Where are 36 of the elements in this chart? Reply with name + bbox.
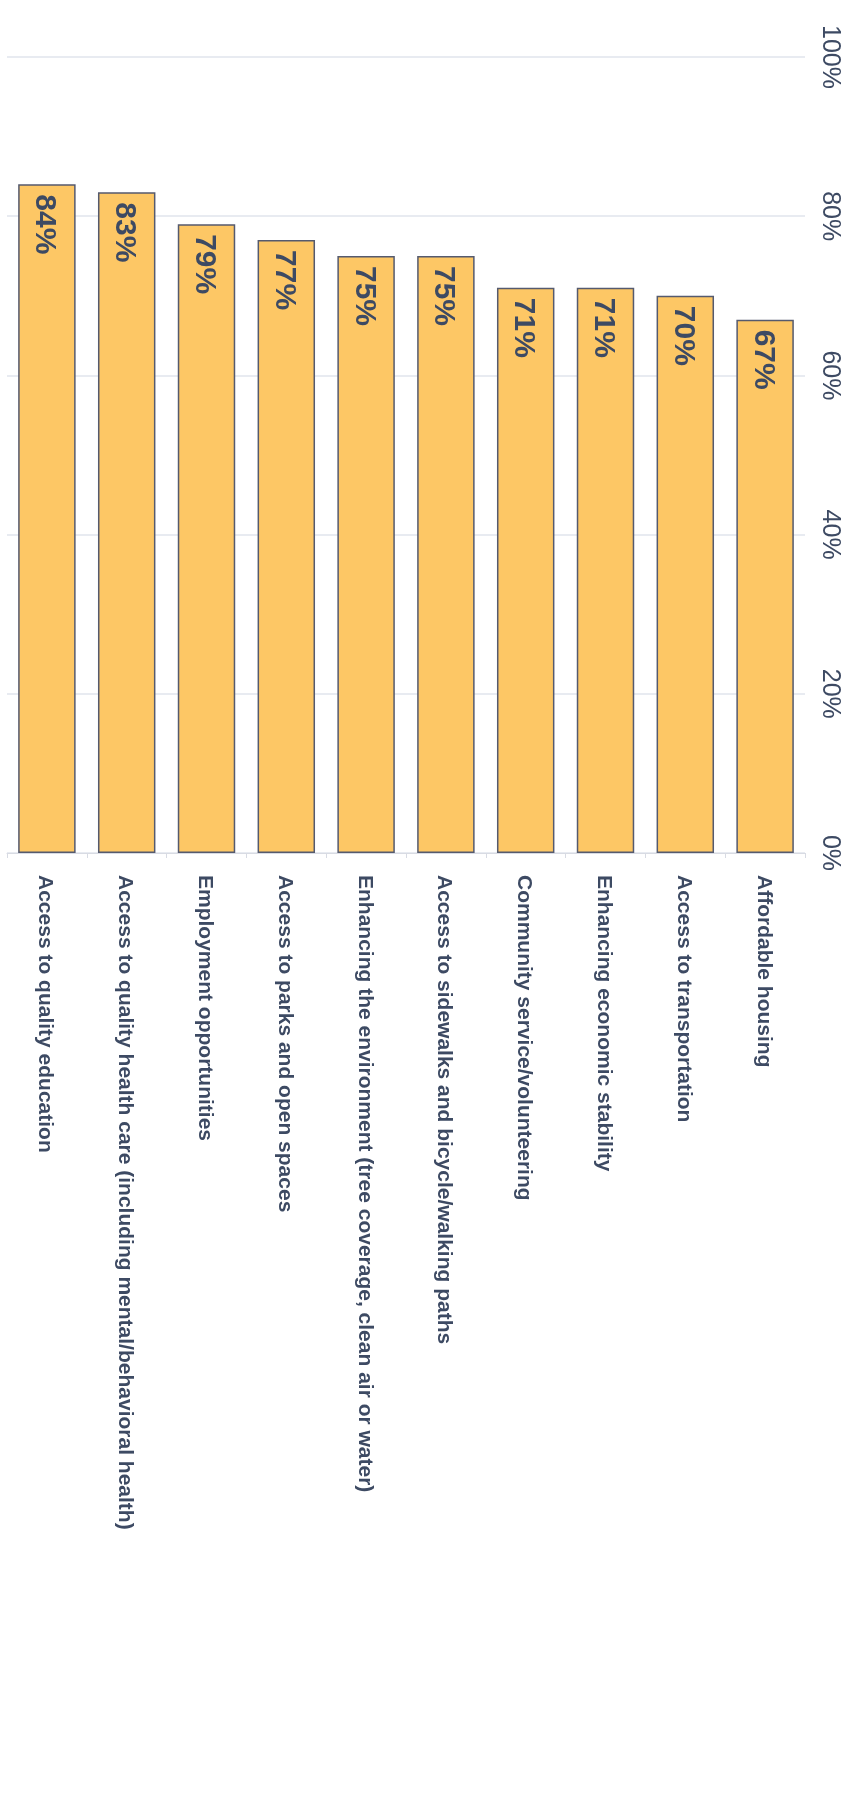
x-tick-label: Enhancing the environment (tree coverage, clean air or water) — [354, 875, 378, 1493]
bar — [656, 295, 715, 853]
data-label: 75% — [349, 266, 383, 327]
bar — [736, 319, 794, 853]
data-label: 79% — [190, 234, 223, 295]
bar — [576, 287, 635, 853]
data-label: 84% — [30, 194, 64, 255]
y-tick-label: 60% — [817, 350, 846, 401]
bar — [97, 192, 156, 853]
x-tick-label: Access to parks and open spaces — [274, 875, 298, 1213]
x-tick-label: Enhancing economic stability — [594, 875, 617, 1172]
data-label: 71% — [509, 297, 543, 358]
x-tick-label: Community service/volunteering — [514, 875, 538, 1201]
data-label: 70% — [668, 305, 702, 366]
bar — [337, 256, 395, 853]
y-tick-label: 80% — [817, 191, 846, 242]
data-label: 71% — [589, 297, 622, 358]
x-tick-label: Access to transportation — [673, 875, 697, 1123]
data-label: 75% — [429, 266, 463, 327]
bar — [496, 287, 555, 853]
data-label: 77% — [269, 250, 303, 311]
x-tick-label: Access to quality health care (including mental/behavioral health) — [115, 875, 139, 1530]
y-tick-label: 100% — [817, 25, 846, 89]
x-tick-label: Access to quality education — [35, 875, 59, 1153]
bar — [177, 224, 236, 853]
bar — [417, 256, 475, 853]
bar — [18, 184, 76, 853]
y-tick-label: 20% — [817, 668, 846, 719]
y-tick-label: 0% — [817, 834, 846, 872]
y-tick-label: 40% — [817, 509, 846, 560]
data-label: 83% — [110, 202, 144, 263]
bar — [257, 240, 316, 853]
x-tick-label: Access to sidewalks and bicycle/walking paths — [434, 875, 458, 1345]
x-tick-label: Affordable housing — [753, 875, 777, 1068]
data-label: 67% — [748, 329, 782, 390]
x-tick-label: Employment opportunities — [195, 875, 218, 1142]
